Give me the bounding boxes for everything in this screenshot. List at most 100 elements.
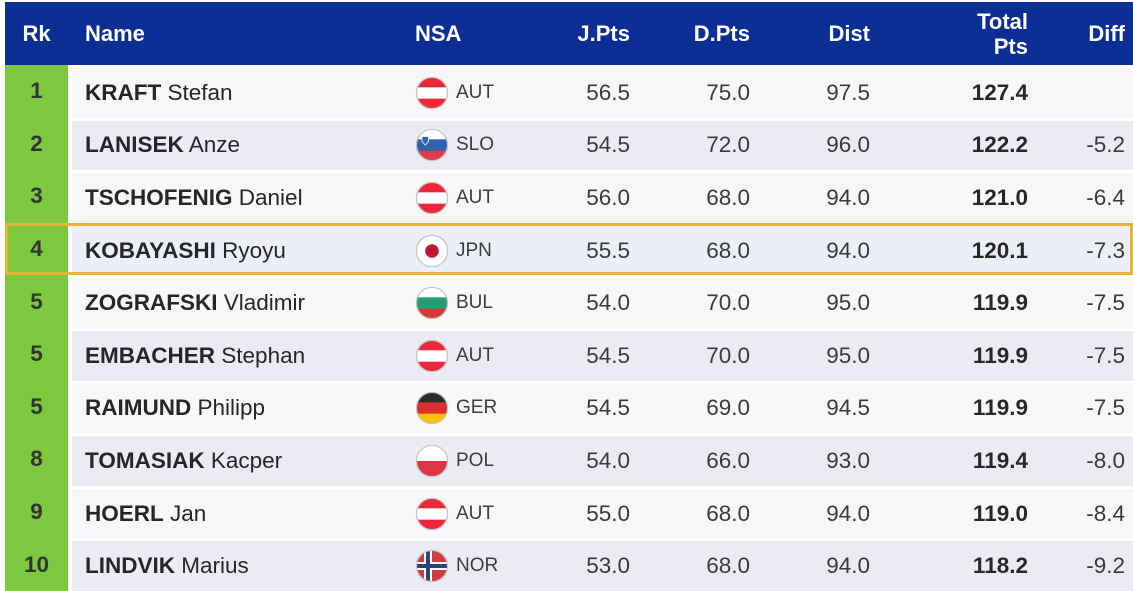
table-row[interactable]: 5 EMBACHER Stephan AUT 54.5 70.0 95.0 11…: [5, 327, 1133, 381]
nsa-cell: GER: [412, 391, 537, 425]
total-points: 118.2: [972, 553, 1028, 579]
row-content: TOMASIAK Kacper POL 54.0 66.0 93.0 119.4…: [72, 436, 1133, 486]
distance-points: 68.0: [706, 500, 750, 526]
distance-points: 68.0: [706, 237, 750, 263]
total-points: 119.9: [972, 395, 1028, 421]
nsa-cell: POL: [412, 444, 537, 478]
diff-value: -7.3: [1086, 237, 1125, 263]
athlete-given-name: Jan: [170, 500, 207, 526]
slovenia-flag: [415, 128, 449, 162]
total-points: 119.4: [972, 447, 1028, 473]
judge-points: 54.0: [586, 447, 630, 473]
judge-points: 54.5: [586, 132, 630, 158]
rank-cell: 1: [5, 65, 68, 118]
austria-flag: [415, 76, 449, 110]
judge-points: 55.0: [586, 500, 630, 526]
distance: 96.0: [826, 132, 870, 158]
athlete-name: EMBACHER Stephan: [72, 343, 412, 369]
distance: 94.5: [826, 395, 870, 421]
header-name: Name: [85, 20, 145, 46]
table-header-row: Rk Name NSA J.Pts D.Pts Dist Total Pts D…: [5, 2, 1133, 65]
rank-cell: 8: [5, 433, 68, 486]
row-content: ZOGRAFSKI Vladimir BUL 54.0 70.0 95.0 11…: [72, 278, 1133, 328]
rank-divider: [68, 485, 72, 539]
rank-cell: 5: [5, 327, 68, 381]
rank-divider: [68, 170, 72, 223]
athlete-name: KOBAYASHI Ryoyu: [72, 238, 412, 264]
header-rank: Rk: [22, 20, 51, 46]
rank-cell: 4: [5, 222, 68, 276]
diff-value: -6.4: [1086, 184, 1125, 210]
header-total-line1: Total: [977, 8, 1028, 34]
rank-divider: [68, 65, 72, 118]
nsa-code: AUT: [456, 186, 494, 208]
total-points: 119.0: [972, 500, 1028, 526]
header-judge-points: J.Pts: [577, 20, 630, 46]
total-points: 120.1: [971, 237, 1028, 263]
diff-value: -7.5: [1086, 290, 1125, 316]
athlete-given-name: Stephan: [221, 342, 306, 368]
nsa-cell: AUT: [412, 497, 537, 531]
nsa-code: POL: [456, 449, 495, 471]
distance: 95.0: [826, 290, 870, 316]
table-row[interactable]: 9 HOERL Jan AUT 55.0 68.0 94.0 119.0 -8.…: [5, 485, 1133, 539]
athlete-surname: TSCHOFENIG: [85, 184, 233, 210]
bulgaria-flag: [415, 286, 449, 320]
athlete-name: TSCHOFENIG Daniel: [72, 185, 412, 211]
distance-points: 68.0: [706, 553, 750, 579]
table-row[interactable]: 5 ZOGRAFSKI Vladimir BUL 54.0 70.0 95.0 …: [5, 275, 1133, 328]
row-content: LANISEK Anze SLO 54.5 72.0 96.0 122.2 -5…: [72, 120, 1133, 171]
nsa-cell: NOR: [412, 549, 537, 583]
distance-points: 70.0: [706, 342, 750, 368]
table-row[interactable]: 2 LANISEK Anze SLO 54.5 72.0 96.0 122.2 …: [5, 117, 1133, 171]
diff-value: -7.5: [1086, 342, 1125, 368]
athlete-surname: RAIMUND: [85, 395, 192, 421]
athlete-given-name: Anze: [188, 132, 241, 158]
judge-points: 56.5: [586, 79, 630, 105]
rank-divider: [68, 380, 72, 434]
athlete-given-name: Stefan: [167, 79, 233, 105]
distance-points: 66.0: [706, 447, 750, 473]
row-content: EMBACHER Stephan AUT 54.5 70.0 95.0 119.…: [72, 330, 1133, 381]
header-diff: Diff: [1088, 20, 1125, 46]
rank-divider: [68, 275, 72, 328]
table-row[interactable]: 3 TSCHOFENIG Daniel AUT 56.0 68.0 94.0 1…: [5, 170, 1133, 223]
table-row[interactable]: 8 TOMASIAK Kacper POL 54.0 66.0 93.0 119…: [5, 433, 1133, 486]
table-row[interactable]: 1 KRAFT Stefan AUT 56.5 75.0 97.5 127.4: [5, 65, 1133, 118]
poland-flag: [415, 444, 449, 478]
germany-flag: [415, 391, 449, 425]
norway-flag: [415, 549, 449, 583]
table-row[interactable]: 4 KOBAYASHI Ryoyu JPN 55.5 68.0 94.0 120…: [5, 222, 1133, 276]
distance-points: 69.0: [706, 395, 750, 421]
athlete-name: TOMASIAK Kacper: [72, 448, 412, 474]
athlete-surname: EMBACHER: [85, 342, 216, 368]
row-content: KOBAYASHI Ryoyu JPN 55.5 68.0 94.0 120.1…: [72, 225, 1133, 276]
austria-flag: [415, 497, 449, 531]
results-table: Rk Name NSA J.Pts D.Pts Dist Total Pts D…: [5, 2, 1133, 591]
rank-cell: 10: [5, 538, 68, 591]
total-points: 119.9: [972, 342, 1028, 368]
total-points: 119.9: [972, 290, 1028, 316]
nsa-code: GER: [456, 397, 498, 419]
nsa-code: NOR: [456, 555, 499, 577]
distance-points: 70.0: [706, 290, 750, 316]
distance: 94.0: [826, 237, 870, 263]
table-row[interactable]: 5 RAIMUND Philipp GER 54.5 69.0 94.5 119…: [5, 380, 1133, 434]
table-body: 1 KRAFT Stefan AUT 56.5 75.0 97.5 127.4 …: [5, 65, 1133, 591]
nsa-code: AUT: [456, 344, 494, 366]
nsa-code: SLO: [456, 134, 495, 156]
table-row[interactable]: 10 LINDVIK Marius NOR 53.0 68.0 94.0 118…: [5, 538, 1133, 591]
total-points: 127.4: [971, 79, 1028, 105]
distance: 95.0: [826, 342, 870, 368]
austria-flag: [415, 339, 449, 373]
diff-value: -5.2: [1086, 132, 1125, 158]
distance: 97.5: [826, 79, 870, 105]
rank-cell: 5: [5, 275, 68, 328]
row-content: TSCHOFENIG Daniel AUT 56.0 68.0 94.0 121…: [72, 173, 1133, 223]
athlete-name: KRAFT Stefan: [72, 80, 412, 106]
header-distance-points: D.Pts: [693, 20, 750, 46]
row-content: KRAFT Stefan AUT 56.5 75.0 97.5 127.4: [72, 68, 1133, 118]
athlete-surname: KOBAYASHI: [85, 237, 216, 263]
distance-points: 75.0: [706, 79, 750, 105]
rank-divider: [68, 538, 72, 591]
